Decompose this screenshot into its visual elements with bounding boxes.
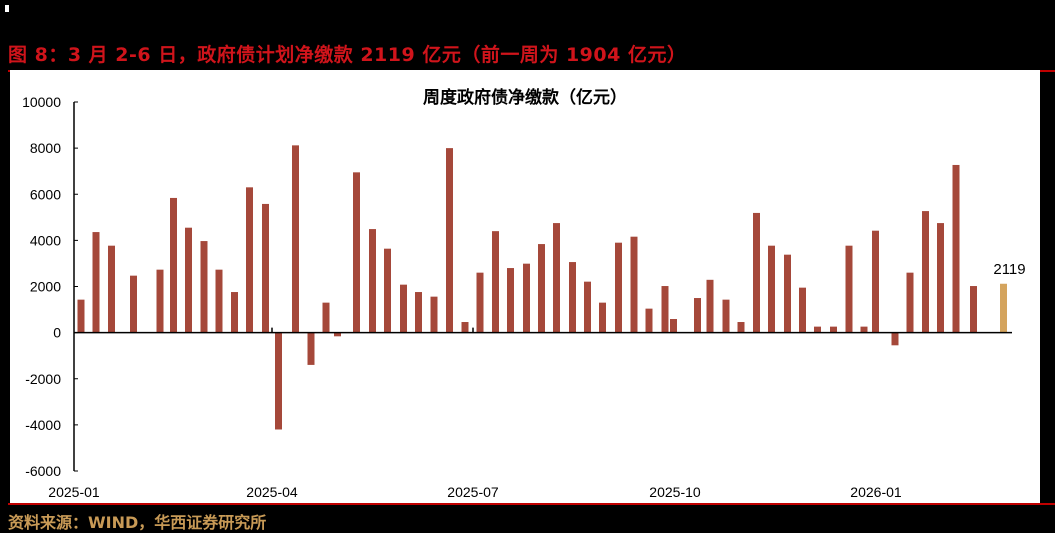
bar: [952, 164, 960, 333]
bar: [400, 284, 407, 333]
bar: [891, 332, 899, 346]
corner-marker: [5, 5, 9, 12]
bar: [906, 272, 914, 333]
bar: [722, 299, 730, 333]
figure-title: 图 8：3 月 2-6 日，政府债计划净缴款 2119 亿元（前一周为 1904…: [8, 44, 687, 66]
bar: [307, 332, 315, 365]
bar: [446, 148, 453, 333]
source-note: 资料来源：WIND，华西证券研究所: [8, 513, 267, 532]
bar: [553, 223, 560, 333]
bar: [599, 302, 606, 333]
bar: [753, 212, 760, 333]
x-tick-label: 2026-01: [850, 484, 902, 500]
bar: [830, 326, 837, 333]
x-tick-label: 2025-10: [649, 484, 701, 500]
bar: [768, 245, 775, 333]
bar: [523, 263, 530, 333]
bar: [334, 332, 341, 337]
bar: [615, 242, 622, 333]
bar: [492, 231, 499, 333]
y-tick-label: -4000: [25, 417, 61, 433]
bar: [130, 275, 137, 333]
y-tick-label: 6000: [30, 186, 61, 202]
x-tick-label: 2025-04: [246, 484, 298, 500]
bar: [661, 286, 669, 333]
bar: [538, 244, 545, 333]
bar: [185, 227, 192, 333]
bar: [322, 302, 330, 333]
bottom-rule: [8, 503, 1055, 505]
bar: [170, 197, 177, 333]
bar: [630, 236, 638, 333]
bar: [292, 145, 299, 333]
bar: [215, 269, 223, 333]
bar: [569, 262, 576, 333]
bar: [246, 187, 253, 333]
bar: [77, 299, 85, 333]
bar: [860, 326, 868, 333]
bar: [737, 322, 745, 333]
y-tick-label: 2000: [30, 279, 61, 295]
bar: [461, 322, 469, 333]
x-axis: 2025-01 2025-04 2025-07 2025-10 2026-01: [48, 327, 902, 500]
bar: [275, 332, 282, 430]
y-tick-label: 8000: [30, 140, 61, 156]
y-tick-label: 10000: [22, 94, 61, 110]
bar: [645, 308, 653, 333]
bar: [872, 230, 879, 333]
bar: [430, 296, 438, 333]
x-tick-label: 2025-07: [447, 484, 499, 500]
y-axis: 10000 8000 6000 4000 2000 0 -2000 -4000 -6000: [22, 94, 78, 479]
bar: [507, 268, 514, 333]
bar: [937, 223, 944, 333]
bar: [108, 245, 115, 333]
bar: [384, 248, 391, 333]
bar: [369, 229, 376, 333]
bar: [922, 211, 929, 333]
bar: [415, 292, 422, 333]
bar: [200, 241, 208, 333]
bar: [476, 272, 484, 333]
bar: [706, 279, 714, 333]
y-tick-label: 4000: [30, 232, 61, 248]
bar: [670, 319, 677, 333]
chart-title: 周度政府债净缴款（亿元）: [423, 87, 627, 107]
bar: [845, 245, 853, 333]
bar: [584, 281, 591, 333]
y-tick-label: -6000: [25, 463, 61, 479]
y-tick-label: 0: [53, 325, 61, 341]
bar: [970, 286, 977, 333]
bar: [92, 232, 100, 333]
x-tick-label: 2025-01: [48, 484, 100, 500]
bar: [353, 172, 360, 333]
bar: [262, 203, 269, 333]
bars-group: [74, 145, 1012, 430]
bar: [156, 269, 164, 333]
y-tick-label: -2000: [25, 371, 61, 387]
bar: [799, 287, 806, 333]
bar: [1000, 283, 1007, 333]
bar: [814, 326, 821, 333]
bar: [784, 254, 791, 333]
bar: [231, 292, 238, 333]
last-value-annotation: 2119: [993, 261, 1025, 278]
bar: [694, 298, 701, 333]
